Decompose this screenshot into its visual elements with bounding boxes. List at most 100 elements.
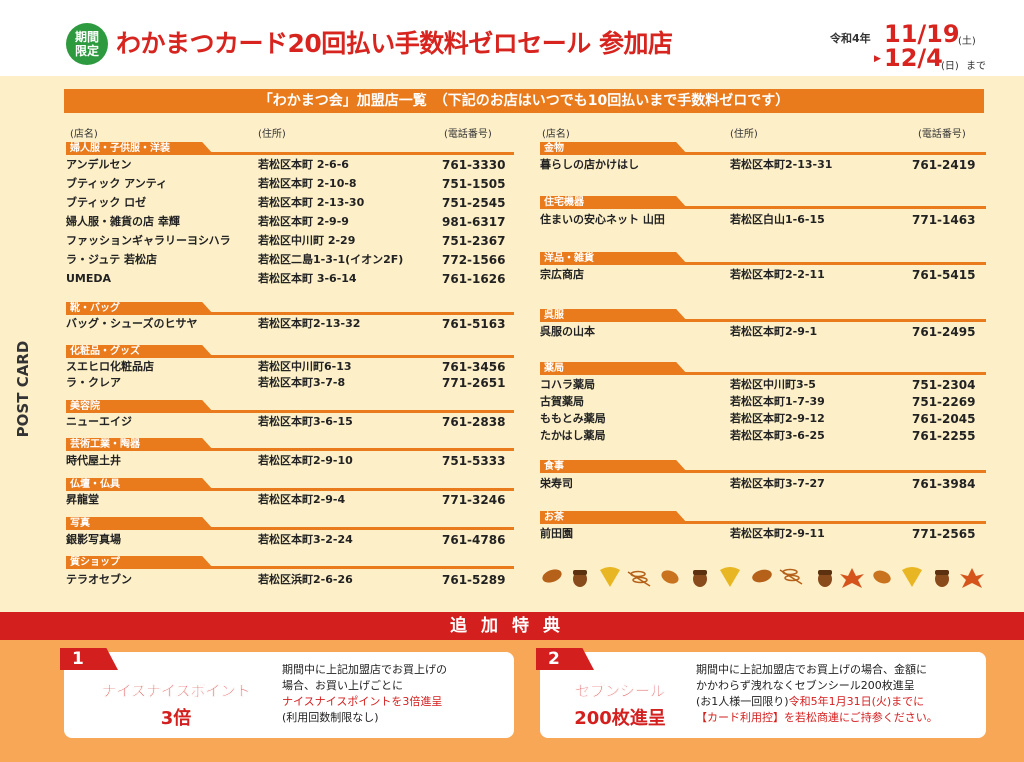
bonus-number-2: 2: [536, 648, 594, 670]
right-col-address-header: (住所): [730, 129, 758, 140]
shop-name: 時代屋土井: [66, 454, 121, 467]
shop-name: バッグ・シューズのヒサヤ: [66, 317, 198, 330]
shop-row: UMEDA 若松区本町 3-6-14 761-1626: [66, 271, 514, 287]
category-header: 靴・バッグ: [66, 302, 514, 315]
acorn-icon: [818, 570, 832, 587]
shop-phone: 761-3984: [912, 477, 976, 491]
shop-name: ファッションギャラリーヨシハラ: [66, 234, 231, 247]
category-label: 写真: [70, 518, 90, 529]
acorn-icon: [573, 570, 587, 587]
shop-address: 若松区本町2-9-4: [258, 493, 346, 506]
shop-address: 若松区本町2-2-11: [730, 268, 825, 281]
header: [0, 0, 1024, 76]
category-label: 仏壇・仏具: [70, 479, 120, 490]
right-col-name-header: (店名): [542, 129, 570, 140]
shop-address: 若松区中川町 2-29: [258, 234, 356, 247]
shop-row: ブティック ロゼ 若松区本町 2-13-30 751-2545: [66, 195, 514, 211]
category-header: 呉服: [540, 309, 986, 322]
shop-name: 古賀薬局: [540, 395, 584, 408]
bonus-title-1: ナイスナイスポイント: [101, 682, 251, 700]
shop-phone: 771-2565: [912, 527, 976, 541]
shop-row: 前田園 若松区本町2-9-11 771-2565: [540, 526, 986, 542]
left-col-name-header: (店名): [70, 129, 98, 140]
category-label: 化粧品・グッズ: [70, 346, 140, 357]
category-header: 芸術工業・陶器: [66, 438, 514, 451]
shop-name: ブティック ロゼ: [66, 196, 147, 209]
start-date: 11/19: [884, 20, 960, 48]
end-date: 12/4: [884, 44, 943, 72]
shop-name: スエヒロ化粧品店: [66, 360, 154, 373]
shop-phone: 751-1505: [442, 177, 506, 191]
shop-name: 暮らしの店かけはし: [540, 158, 639, 171]
shop-row: 婦人服・雑貨の店 幸輝 若松区本町 2-9-9 981-6317: [66, 214, 514, 230]
ginkgo-icon: [600, 567, 620, 587]
dragonfly-icon: [779, 568, 803, 585]
bonus-heading: 追加特典: [0, 612, 1024, 640]
bonus-text-1-line-2: 場合、お買い上げごとに: [282, 679, 403, 692]
shop-phone: 771-3246: [442, 493, 506, 507]
category-header: 食事: [540, 460, 986, 473]
shop-phone: 761-5163: [442, 317, 506, 331]
shop-row: 時代屋土井 若松区本町2-9-10 751-5333: [66, 453, 514, 469]
bonus-text-2-line-3b: 令和5年1月31日(火)までに: [788, 695, 925, 708]
shop-row: ラ・ジュテ 若松店 若松区二島1-3-1(イオン2F) 772-1566: [66, 252, 514, 268]
leaf-icon: [542, 569, 562, 583]
shop-phone: 761-5415: [912, 268, 976, 282]
shop-phone: 751-2367: [442, 234, 506, 248]
shop-phone: 751-2304: [912, 378, 976, 392]
shop-row: 呉服の山本 若松区本町2-9-1 761-2495: [540, 324, 986, 340]
right-col-phone-header: (電話番号): [918, 129, 966, 140]
maple-leaf-icon: [960, 568, 984, 588]
shop-phone: 761-2838: [442, 415, 506, 429]
list-banner: 「わかまつ会」加盟店一覧 （下記のお店はいつでも10回払いまで手数料ゼロです）: [64, 89, 984, 113]
shop-row: たかはし薬局 若松区本町3-6-25 761-2255: [540, 428, 986, 444]
shop-row: 住まいの安心ネット 山田 若松区白山1-6-15 771-1463: [540, 212, 986, 228]
shop-name: 宗広商店: [540, 268, 584, 281]
category-label: 金物: [544, 143, 564, 154]
shop-address: 若松区本町 2-13-30: [258, 196, 365, 209]
bonus-title-2: セブンシール: [574, 682, 665, 700]
autumn-leaves-decoration: [542, 567, 984, 588]
shop-phone: 771-2651: [442, 376, 506, 390]
leaf-icon: [661, 570, 679, 584]
shop-name: テラオセブン: [66, 573, 132, 586]
shop-row: 古賀薬局 若松区本町1-7-39 751-2269: [540, 394, 986, 410]
shop-phone: 761-2045: [912, 412, 976, 426]
bonus-text-1-line-4: (利用回数制限なし): [282, 711, 379, 724]
category-label: 薬局: [544, 363, 564, 374]
shop-name: 昇龍堂: [66, 493, 99, 506]
ginkgo-icon: [902, 567, 922, 587]
shop-name: 銀影写真場: [66, 533, 121, 546]
category-header: 金物: [540, 142, 986, 155]
shop-phone: 751-5333: [442, 454, 506, 468]
shop-phone: 761-3330: [442, 158, 506, 172]
shop-name: 住まいの安心ネット 山田: [540, 213, 665, 226]
category-label: 洋品・雑貨: [544, 253, 594, 264]
leaf-icon: [752, 569, 772, 583]
shop-name: たかはし薬局: [540, 429, 606, 442]
shop-name: UMEDA: [66, 272, 112, 285]
maple-leaf-icon: [840, 568, 864, 588]
end-suffix: まで: [966, 61, 986, 72]
shop-address: 若松区本町2-9-12: [730, 412, 825, 425]
shop-phone: 751-2545: [442, 196, 506, 210]
shop-address: 若松区本町 2-9-9: [258, 215, 349, 228]
shop-address: 若松区本町2-9-10: [258, 454, 353, 467]
shop-row: 栄寿司 若松区本町3-7-27 761-3984: [540, 476, 986, 492]
category-label: 食事: [544, 461, 564, 472]
shop-address: 若松区本町 2-10-8: [258, 177, 357, 190]
shop-name: 呉服の山本: [540, 325, 595, 338]
bonus-text-2-line-2: かかわらず洩れなくセブンシール200枚進呈: [696, 679, 915, 692]
shop-phone: 761-1626: [442, 272, 506, 286]
category-label: 美容院: [70, 401, 100, 412]
era-label: 令和4年: [830, 32, 871, 45]
shop-address: 若松区本町3-7-8: [258, 376, 346, 389]
bonus-text-2-line-3: (お1人様一回限り)令和5年1月31日(火)までに: [696, 694, 924, 710]
shop-phone: 981-6317: [442, 215, 506, 229]
shop-address: 若松区中川町3-5: [730, 378, 816, 391]
category-header: 婦人服・子供服・洋装: [66, 142, 514, 155]
shop-name: ラ・クレア: [66, 376, 121, 389]
shop-name: ラ・ジュテ 若松店: [66, 253, 158, 266]
shop-row: ももとみ薬局 若松区本町2-9-12 761-2045: [540, 411, 986, 427]
bonus-text-1-line-3: ナイスナイスポイントを3倍進呈: [282, 695, 443, 708]
